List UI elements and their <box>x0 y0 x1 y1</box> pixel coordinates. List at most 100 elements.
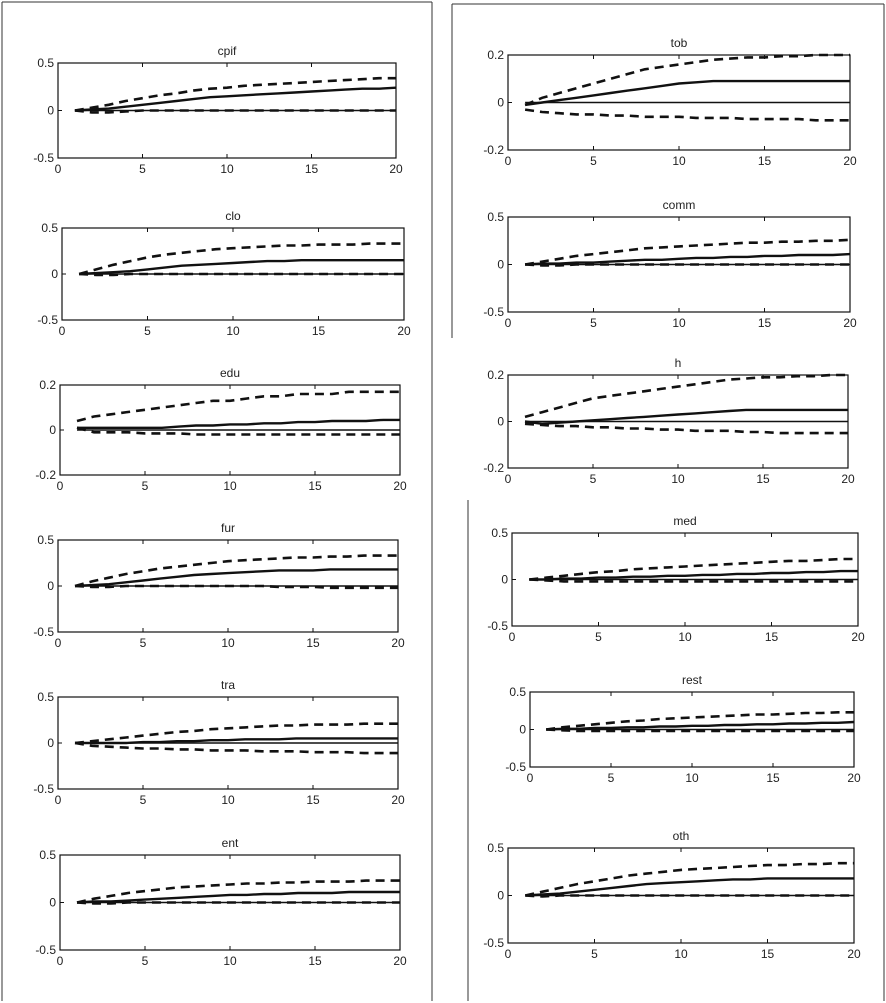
x-tick-label: 15 <box>308 479 322 493</box>
confidence-band-line <box>78 242 404 276</box>
confidence-band-line <box>525 861 854 897</box>
x-tick-label: 0 <box>55 636 62 650</box>
response-line <box>524 79 850 107</box>
y-tick-label: 0.2 <box>487 48 504 62</box>
y-tick-label: 0.2 <box>39 378 56 392</box>
x-tick-label: 20 <box>843 316 857 330</box>
y-tick-label: -0.5 <box>37 313 58 327</box>
confidence-band-line <box>524 373 848 419</box>
x-tick-label: 15 <box>766 771 780 785</box>
y-tick-label: 0.5 <box>487 841 504 855</box>
panel-h: h0 5 10 15 200.20-0.2 <box>483 356 855 486</box>
y-tick-label: 0.5 <box>41 221 58 235</box>
x-tick-label: 15 <box>305 162 319 176</box>
panel-title: oth <box>673 829 690 843</box>
x-tick-label: 20 <box>847 947 861 961</box>
x-tick-label: 10 <box>674 947 688 961</box>
panel-title: cpif <box>218 44 237 58</box>
y-tick-label: -0.5 <box>35 943 56 957</box>
x-tick-label: 5 <box>144 324 151 338</box>
x-tick-label: 10 <box>223 479 237 493</box>
confidence-band-line <box>524 422 848 435</box>
confidence-band-line <box>74 722 398 745</box>
x-tick-label: 0 <box>509 630 516 644</box>
x-tick-label: 15 <box>306 636 320 650</box>
y-tick-label: 0 <box>47 104 54 118</box>
x-tick-label: 5 <box>595 630 602 644</box>
y-tick-label: 0.5 <box>37 690 54 704</box>
y-tick-label: 0.5 <box>37 533 54 547</box>
y-tick-label: 0 <box>519 723 526 737</box>
y-tick-label: 0.5 <box>39 848 56 862</box>
y-tick-label: -0.5 <box>33 782 54 796</box>
x-tick-label: 5 <box>590 472 597 486</box>
x-tick-label: 10 <box>221 793 235 807</box>
y-tick-label: 0 <box>497 889 504 903</box>
y-tick-label: -0.5 <box>487 619 508 633</box>
y-tick-label: 0 <box>51 267 58 281</box>
y-tick-label: 0.5 <box>37 56 54 70</box>
x-tick-label: 5 <box>140 793 147 807</box>
x-tick-label: 15 <box>312 324 326 338</box>
x-tick-label: 0 <box>57 479 64 493</box>
x-tick-label: 5 <box>590 154 597 168</box>
x-tick-label: 15 <box>765 630 779 644</box>
x-tick-label: 0 <box>55 162 62 176</box>
x-tick-label: 0 <box>57 954 64 968</box>
panel-title: rest <box>682 673 703 687</box>
y-tick-label: 0.5 <box>491 526 508 540</box>
panel-title: comm <box>663 198 696 212</box>
y-tick-label: 0 <box>49 423 56 437</box>
confidence-band-line <box>546 710 854 731</box>
x-tick-label: 10 <box>671 472 685 486</box>
x-tick-label: 0 <box>55 793 62 807</box>
confidence-band-line <box>524 238 851 266</box>
panel-title: med <box>673 514 696 528</box>
response-line <box>77 418 400 429</box>
x-tick-label: 15 <box>761 947 775 961</box>
y-tick-label: 0 <box>501 573 508 587</box>
x-tick-label: 20 <box>847 771 861 785</box>
x-tick-label: 5 <box>140 636 147 650</box>
x-tick-label: 15 <box>306 793 320 807</box>
y-tick-label: 0 <box>49 896 56 910</box>
response-line <box>74 568 398 588</box>
x-tick-label: 20 <box>843 154 857 168</box>
y-tick-label: 0 <box>497 258 504 272</box>
x-tick-label: 15 <box>758 154 772 168</box>
y-tick-label: -0.5 <box>505 760 526 774</box>
y-tick-label: 0 <box>47 579 54 593</box>
y-tick-label: -0.2 <box>35 468 56 482</box>
x-tick-label: 10 <box>223 954 237 968</box>
x-tick-label: 10 <box>678 630 692 644</box>
x-tick-label: 15 <box>756 472 770 486</box>
x-tick-label: 0 <box>505 947 512 961</box>
y-tick-label: 0 <box>497 415 504 429</box>
confidence-band-line <box>524 108 850 122</box>
x-tick-label: 20 <box>391 793 405 807</box>
panel-title: clo <box>225 209 241 223</box>
x-tick-label: 10 <box>221 636 235 650</box>
x-tick-label: 5 <box>591 947 598 961</box>
x-tick-label: 20 <box>389 162 403 176</box>
y-tick-label: 0 <box>497 96 504 110</box>
x-tick-label: 0 <box>505 472 512 486</box>
x-tick-label: 20 <box>393 479 407 493</box>
confidence-band-line <box>546 728 854 733</box>
x-tick-label: 10 <box>226 324 240 338</box>
y-tick-label: 0.5 <box>487 210 504 224</box>
x-tick-label: 20 <box>841 472 855 486</box>
x-tick-label: 10 <box>685 771 699 785</box>
response-line <box>525 877 854 897</box>
y-tick-label: -0.5 <box>33 151 54 165</box>
